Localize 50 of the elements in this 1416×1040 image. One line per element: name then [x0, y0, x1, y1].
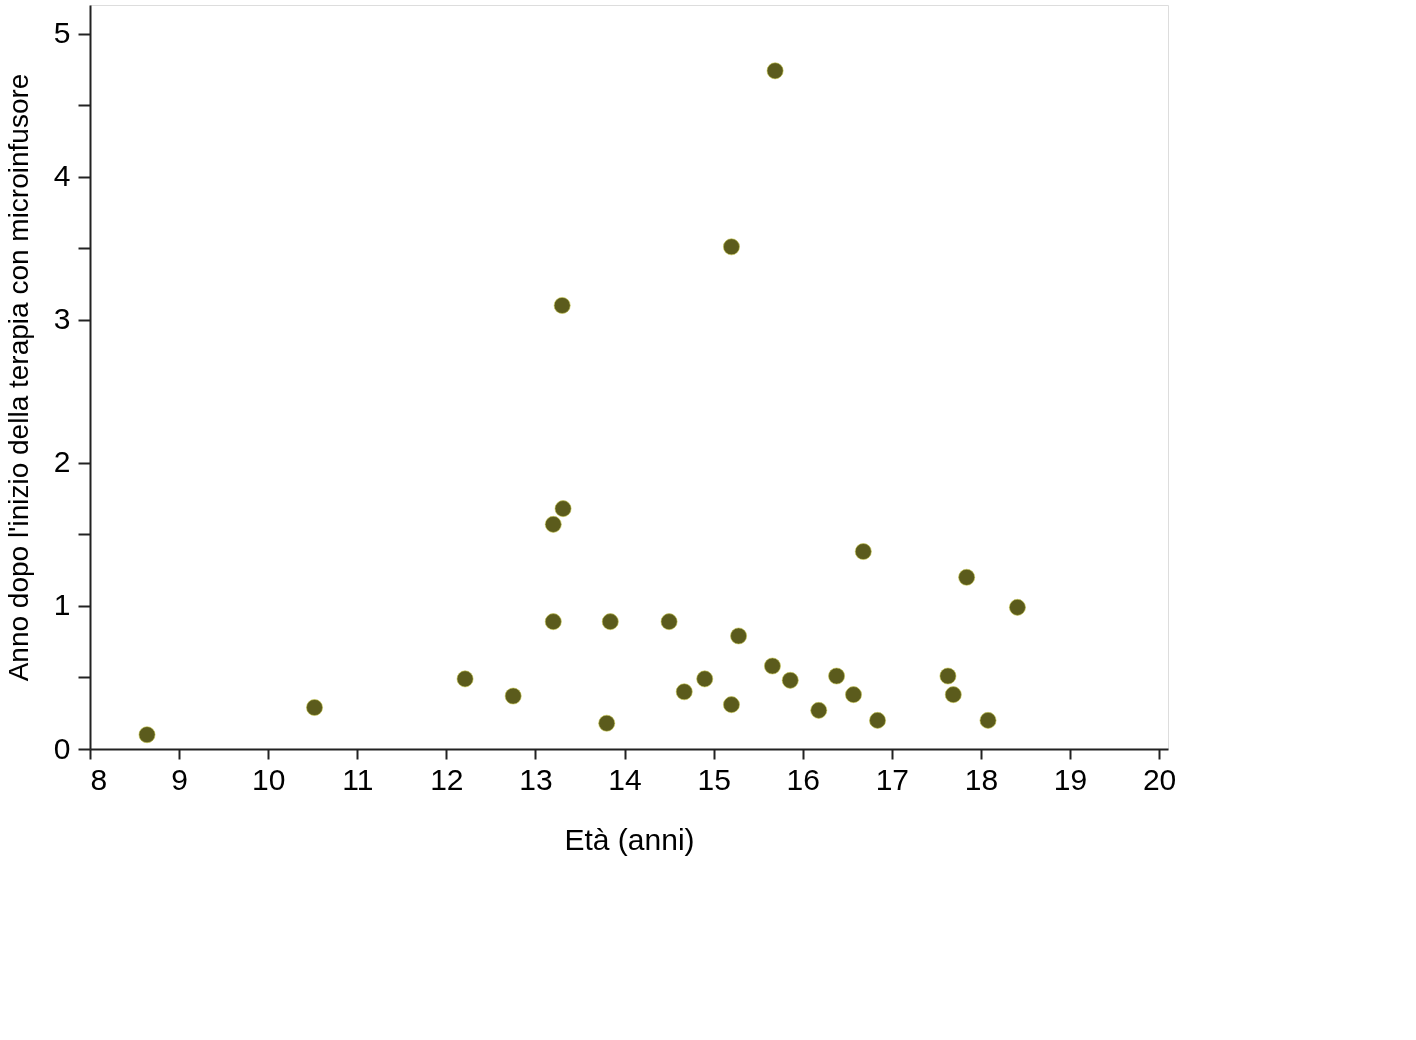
- x-axis-title: Età (anni): [564, 822, 695, 856]
- x-tick-label: 9: [171, 762, 188, 796]
- point: [939, 667, 957, 685]
- x-tick-label: 12: [430, 762, 464, 796]
- x-tick-label: 10: [251, 762, 286, 796]
- point: [854, 543, 872, 560]
- x-tick-label: 8: [90, 762, 108, 796]
- point: [944, 686, 962, 703]
- x-tick-label: 20: [1142, 762, 1177, 796]
- point: [696, 670, 714, 688]
- point: [675, 683, 693, 701]
- point: [660, 613, 678, 631]
- x-tick-label: 13: [519, 762, 553, 796]
- point: [979, 712, 997, 729]
- point: [781, 671, 799, 689]
- point: [810, 702, 828, 719]
- y-tick-label: 3: [53, 302, 71, 336]
- x-tick-label: 15: [697, 762, 731, 796]
- x-tick-label: 14: [608, 762, 642, 796]
- point: [138, 726, 156, 744]
- point: [730, 627, 747, 645]
- point: [544, 516, 562, 533]
- y-tick-label: 4: [53, 159, 71, 193]
- point: [598, 714, 616, 732]
- point: [456, 670, 474, 688]
- x-tick-label: 19: [1053, 762, 1088, 796]
- point: [723, 696, 740, 713]
- point: [554, 500, 572, 517]
- point: [601, 613, 619, 631]
- point: [544, 613, 562, 631]
- x-tick-label: 17: [875, 762, 910, 796]
- point: [306, 699, 323, 716]
- point: [1009, 599, 1026, 616]
- point: [504, 687, 522, 705]
- x-tick-label: 16: [786, 762, 820, 796]
- x-tick-label: 18: [964, 762, 999, 796]
- y-axis-title: Anno dopo l'inizio della terapia con microinfusore: [2, 73, 34, 682]
- point: [764, 657, 781, 675]
- y-tick-label: 2: [53, 445, 71, 479]
- point: [869, 712, 886, 729]
- y-tick-label: 5: [53, 16, 71, 50]
- point: [766, 62, 784, 80]
- y-tick-label: 1: [53, 588, 71, 622]
- point: [845, 686, 862, 703]
- point: [958, 568, 976, 586]
- x-tick-label: 11: [342, 762, 374, 796]
- y-tick-label: 0: [53, 731, 71, 765]
- point: [828, 667, 845, 685]
- point: [723, 238, 740, 256]
- point: [553, 297, 571, 314]
